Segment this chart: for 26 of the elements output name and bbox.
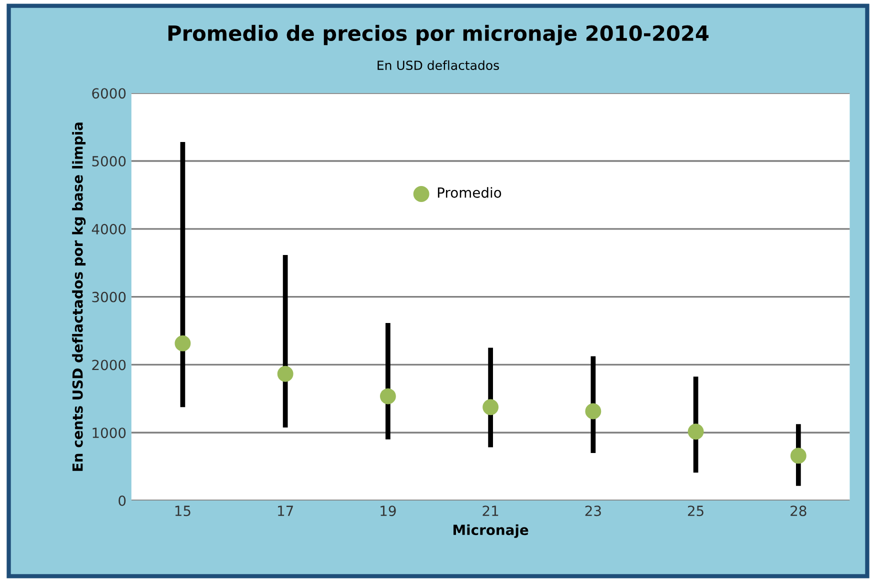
point xyxy=(174,335,191,352)
x-tick-label: 19 xyxy=(380,506,396,516)
x-tick-label: 25 xyxy=(688,506,704,516)
chart-subtitle: En USD deflactados xyxy=(378,60,499,70)
y-tick-label: 2000 xyxy=(92,360,126,370)
x-axis-title: Micronaje xyxy=(454,524,528,538)
y-tick-label: 4000 xyxy=(92,224,126,234)
point xyxy=(277,366,294,382)
x-tick-label: 28 xyxy=(790,506,806,516)
x-tick-label: 23 xyxy=(585,506,601,516)
y-tick-label: 5000 xyxy=(92,156,126,166)
y-axis-title: En cents USD deflactados por kg base limpia xyxy=(72,122,86,471)
legend-label: Promedio xyxy=(438,187,502,198)
y-tick-label: 6000 xyxy=(92,88,126,99)
point xyxy=(688,424,704,440)
y-tick-label: 3000 xyxy=(92,292,126,302)
chart-title: Promedio de precios por micronaje 2010-2024 xyxy=(168,24,709,46)
point xyxy=(585,403,602,420)
y-tick-label: 0 xyxy=(118,495,126,506)
x-tick-label: 21 xyxy=(482,506,498,516)
x-tick-label: 17 xyxy=(278,506,293,516)
point xyxy=(482,399,499,416)
point xyxy=(380,388,396,404)
point xyxy=(790,448,806,464)
y-tick-label: 1000 xyxy=(92,428,126,438)
x-tick-label: 15 xyxy=(175,506,190,516)
